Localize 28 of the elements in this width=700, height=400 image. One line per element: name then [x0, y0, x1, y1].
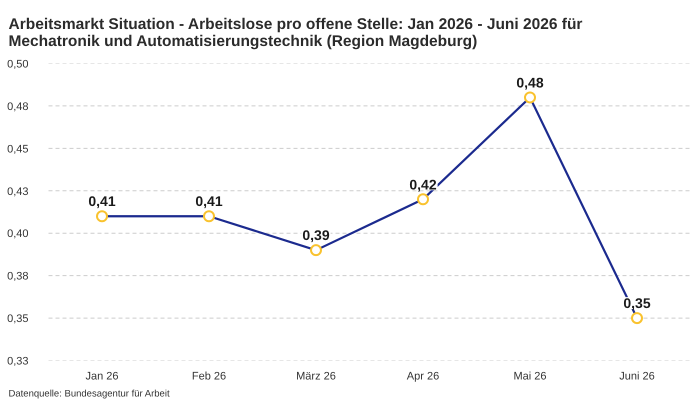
- data-label: 0,39: [302, 227, 330, 244]
- x-tick-label: Jan 26: [85, 370, 119, 382]
- chart-title: Arbeitsmarkt Situation - Arbeitslose pro offene Stelle: Jan 2026 - Juni 2026 für Mechatronik und Automatisierungstechnik (Region Magdeburg): [8, 16, 582, 50]
- point: [524, 91, 536, 104]
- y-tick-label: 0,33: [7, 356, 29, 368]
- x-tick-label: Mai 26: [513, 370, 547, 382]
- y-tick-label: 0,48: [7, 100, 29, 113]
- x-tick-label: März 26: [296, 370, 336, 382]
- point: [203, 210, 215, 222]
- point: [417, 193, 429, 206]
- data-label: 0,35: [623, 295, 651, 312]
- data-label: 0,41: [88, 193, 116, 210]
- x-tick-label: Feb 26: [192, 370, 226, 382]
- data-label: 0,42: [409, 176, 437, 192]
- point: [631, 312, 643, 324]
- y-tick-label: 0,40: [7, 228, 29, 240]
- y-tick-label: 0,35: [7, 313, 29, 326]
- x-tick-label: Juni 26: [619, 370, 655, 382]
- data-label: 0,48: [516, 74, 544, 90]
- point: [96, 210, 108, 222]
- text: Datenquelle: Bundesagentur für Arbeit: [8, 388, 170, 400]
- data-label: 0,41: [195, 193, 223, 210]
- x-tick-label: Apr 26: [406, 370, 440, 382]
- y-tick-label: 0,38: [7, 270, 29, 283]
- point: [310, 244, 322, 256]
- y-tick-label: 0,43: [7, 186, 29, 198]
- y-tick-label: 0,45: [7, 143, 29, 156]
- y-tick-label: 0,50: [7, 58, 29, 70]
